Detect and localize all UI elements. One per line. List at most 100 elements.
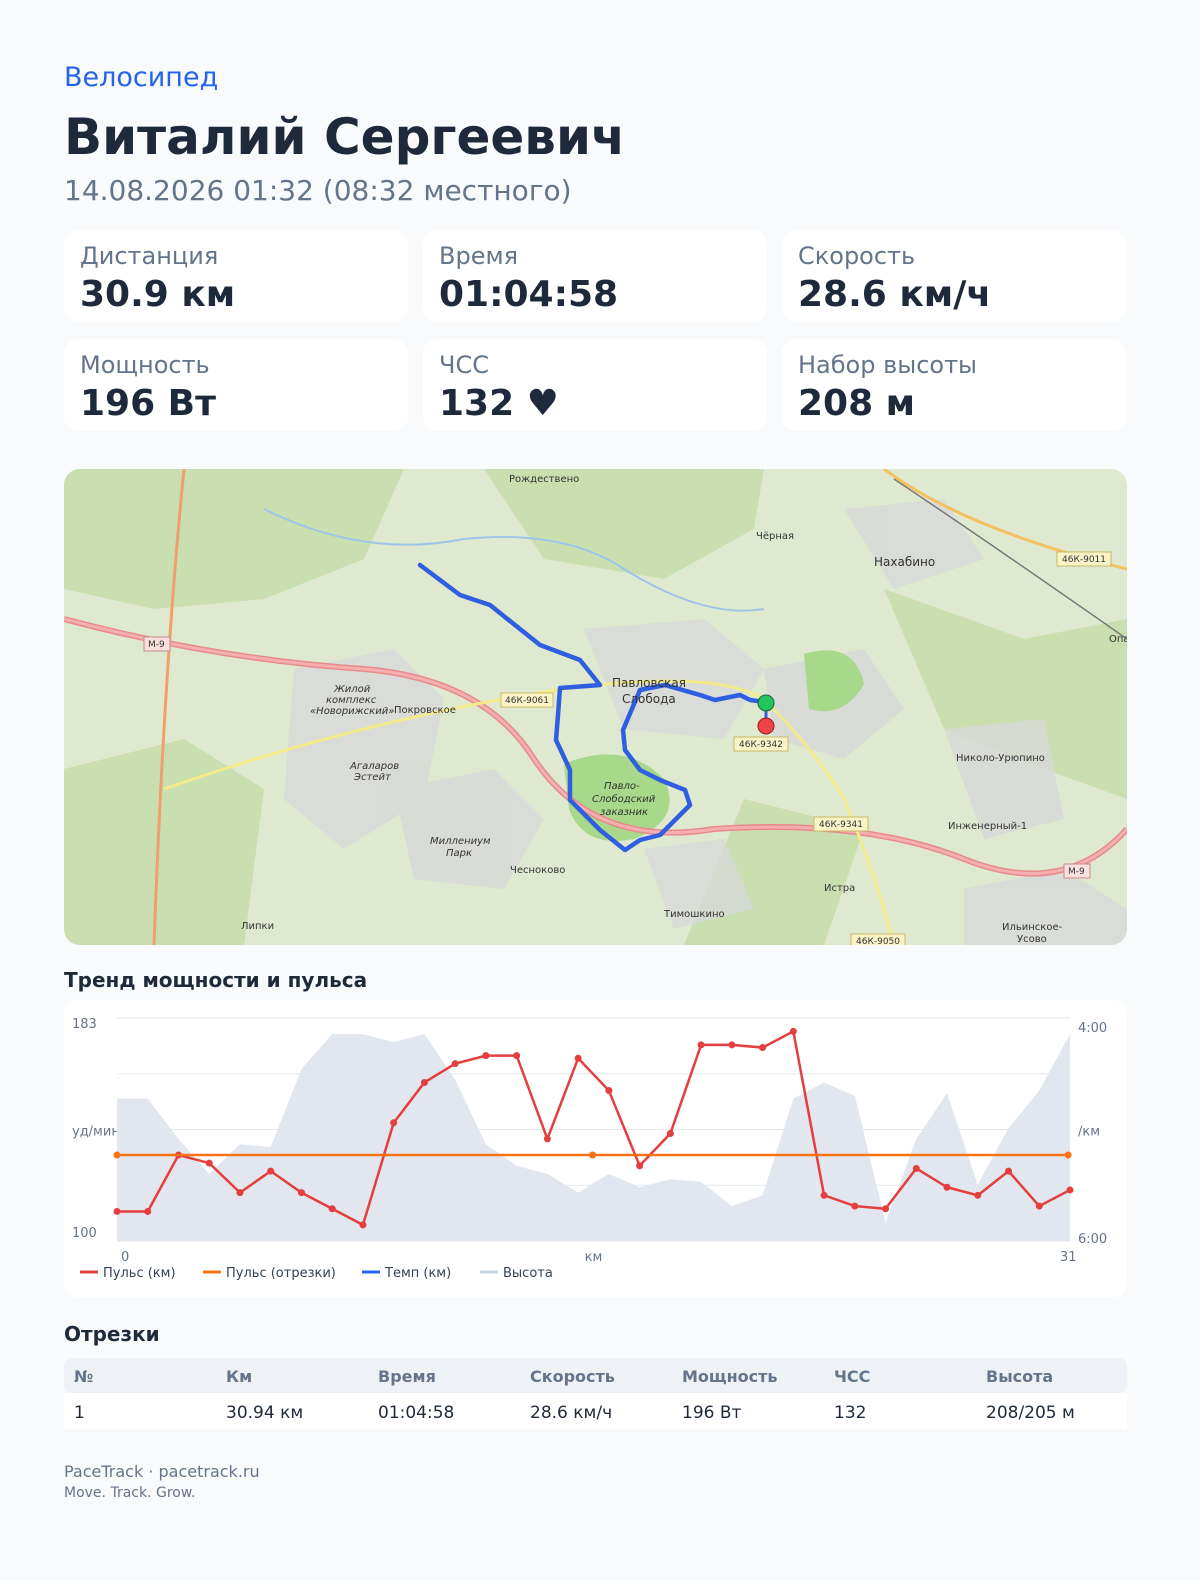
stat-value: 132 ♥ (439, 383, 559, 424)
stat-card: Дистанция 30.9 км (64, 230, 408, 322)
table-cell: 132 (834, 1403, 866, 1423)
map-label: Агаларов (349, 761, 399, 772)
map-label: Усово (1017, 934, 1047, 945)
y2-tick-label: 6:00 (1078, 1232, 1107, 1247)
table-header-cell: № (74, 1367, 93, 1386)
stat-card: Набор высоты 208 м (782, 339, 1126, 431)
stat-label: ЧСС (439, 351, 489, 379)
series-point (666, 1130, 674, 1138)
stat-value: 30.9 км (80, 274, 236, 315)
stat-value: 28.6 км/ч (798, 274, 992, 315)
road-sign (733, 736, 789, 752)
x-axis-label: км (585, 1250, 603, 1265)
map-label: 46К-9050 (856, 937, 900, 945)
series-point (943, 1183, 951, 1191)
stat-card: Время 01:04:58 (423, 230, 767, 322)
table-cell: 196 Вт (682, 1403, 742, 1423)
table-cell: 1 (74, 1403, 85, 1423)
series-point (820, 1191, 828, 1199)
table-cell: 01:04:58 (378, 1403, 454, 1423)
series-point (420, 1078, 428, 1086)
series-point (174, 1151, 182, 1159)
railway (893, 478, 1127, 640)
table-header-bg (64, 1358, 1127, 1393)
stat-label: Набор высоты (798, 351, 978, 379)
route-map: Рождествено Чёрная Нахабино 46К-9011 М-9… (64, 469, 1127, 945)
road (152, 469, 186, 945)
series-point (359, 1221, 367, 1229)
table-header-cell: Высота (986, 1367, 1053, 1386)
forest (64, 469, 1127, 945)
series-point (482, 1052, 490, 1060)
footer-tagline: Move. Track. Grow. (64, 1485, 196, 1501)
series-line (117, 1029, 1071, 1227)
road-sign (813, 816, 869, 832)
table-cell: 28.6 км/ч (530, 1403, 612, 1423)
map-label: Павловская (612, 676, 686, 690)
series-point (728, 1041, 736, 1049)
series-point (236, 1189, 244, 1197)
road-sign (1056, 551, 1112, 567)
chart-card (64, 1000, 1127, 1297)
legend-label: Темп (км) (384, 1266, 451, 1281)
map-label: 46К-9011 (1062, 555, 1106, 565)
y2-tick-label: 4:00 (1078, 1021, 1107, 1036)
series-point (297, 1189, 305, 1197)
series-point (789, 1027, 797, 1035)
y-axis-label: уд/мин (72, 1125, 120, 1140)
series-point (851, 1202, 859, 1210)
series-point (1064, 1151, 1072, 1159)
series-point (574, 1054, 582, 1062)
y-tick-label: 100 (72, 1226, 97, 1241)
stat-value: 01:04:58 (439, 274, 619, 315)
x-tick-label: 31 (1060, 1250, 1077, 1265)
map-label: Слободский (592, 793, 656, 805)
map-label: заказник (600, 807, 648, 818)
map-label: Павло- (604, 781, 640, 792)
series-point (759, 1044, 767, 1052)
map-label: Чесноково (510, 865, 565, 876)
map-label: Покровское (394, 705, 456, 716)
river (263, 508, 765, 612)
series-point (390, 1119, 398, 1127)
map-label: Нахабино (874, 555, 935, 569)
series-point (974, 1191, 982, 1199)
map-label: комплекс (326, 695, 377, 706)
legend-label: Высота (503, 1266, 553, 1281)
stat-label: Время (439, 242, 519, 270)
map-label: Парк (446, 848, 472, 859)
map-label: Эстейт (353, 772, 392, 783)
series-point (543, 1135, 551, 1143)
series-point (328, 1205, 336, 1213)
series-point (113, 1151, 121, 1159)
segments-title: Отрезки (64, 1322, 160, 1346)
series-point (144, 1207, 152, 1215)
elevation-area (117, 1034, 1070, 1241)
table-cell: 208/205 м (986, 1403, 1075, 1423)
map-label: 46К-9342 (739, 740, 783, 750)
series-point (697, 1041, 705, 1049)
series-point (1005, 1167, 1013, 1175)
table-header-cell: Время (378, 1367, 436, 1386)
map-label: «Новорижский» (310, 706, 394, 717)
map-label: Николо-Урюпино (956, 753, 1045, 764)
map-label: Ильинское- (1002, 922, 1063, 933)
y2-axis-label: /км (1078, 1125, 1100, 1140)
x-tick-label: 0 (121, 1250, 129, 1265)
table-header-cell: Скорость (530, 1367, 615, 1386)
series-point (513, 1052, 521, 1060)
table-cell: 30.94 км (226, 1403, 303, 1423)
urban-area (284, 499, 1127, 945)
series-point (636, 1162, 644, 1170)
map-label: Липки (241, 921, 274, 932)
road-sign (1063, 863, 1091, 879)
series-point (451, 1060, 459, 1068)
map-label: Слобода (622, 692, 676, 706)
series-point (882, 1205, 890, 1213)
table-header-cell: Км (226, 1367, 252, 1386)
series-point (1066, 1186, 1074, 1194)
series-point (589, 1151, 597, 1159)
table-header-cell: ЧСС (834, 1367, 870, 1386)
legend-label: Пульс (отрезки) (226, 1266, 336, 1281)
